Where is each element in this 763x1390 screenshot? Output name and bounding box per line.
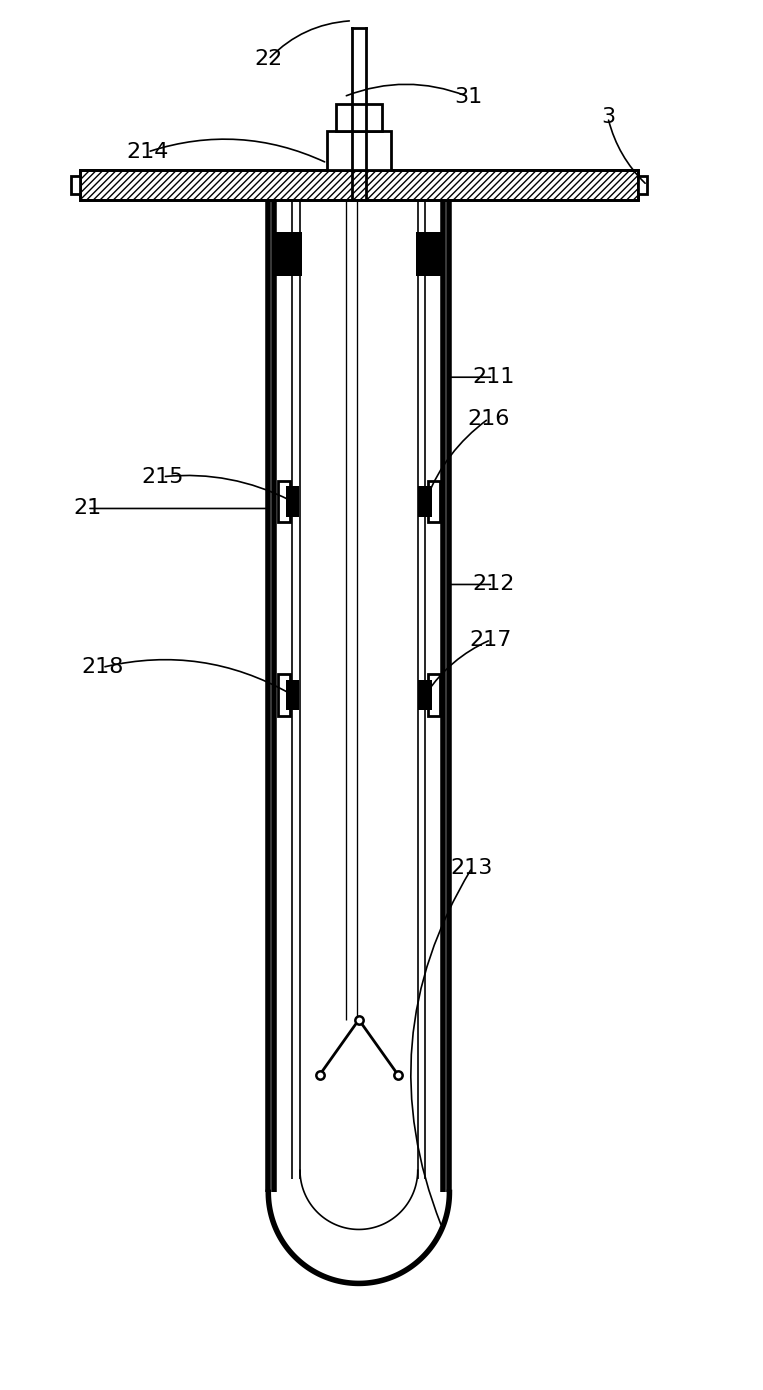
Bar (638, 177, 647, 195)
Bar (327, 131, 391, 170)
Bar (427, 674, 439, 716)
Text: 211: 211 (472, 367, 514, 388)
Bar (79, 170, 638, 200)
Text: 217: 217 (470, 630, 512, 649)
Bar (278, 674, 290, 716)
Text: 213: 213 (451, 858, 493, 877)
Bar (336, 104, 382, 131)
Text: 215: 215 (141, 467, 184, 486)
Text: 3: 3 (600, 107, 615, 128)
Bar (273, 232, 301, 277)
Bar (79, 170, 638, 200)
Text: 218: 218 (81, 657, 124, 677)
Bar (70, 177, 79, 195)
Text: 214: 214 (127, 142, 169, 163)
Bar (418, 486, 432, 517)
Text: 31: 31 (454, 86, 482, 107)
Bar (278, 481, 290, 523)
Bar (416, 232, 445, 277)
Text: 21: 21 (73, 499, 101, 518)
Bar (285, 680, 299, 710)
Bar (418, 680, 432, 710)
Bar (427, 481, 439, 523)
Text: 212: 212 (472, 574, 514, 595)
Text: 216: 216 (468, 409, 510, 428)
Bar (285, 486, 299, 517)
Text: 22: 22 (254, 50, 282, 70)
